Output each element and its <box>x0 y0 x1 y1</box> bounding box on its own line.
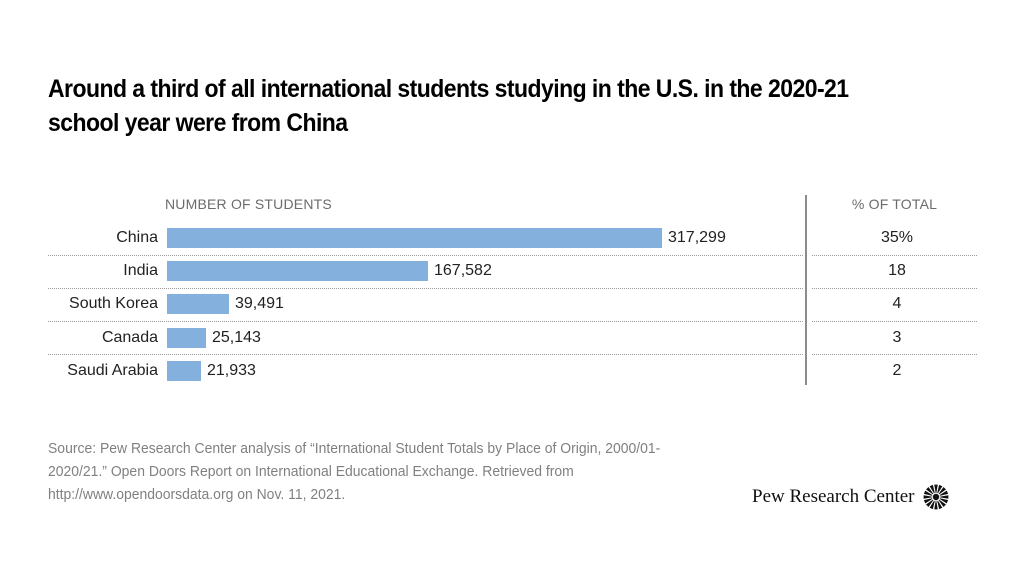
bar <box>167 294 229 315</box>
source-note: Source: Pew Research Center analysis of … <box>48 440 661 503</box>
bar <box>167 360 201 381</box>
row-label: Saudi Arabia <box>67 361 158 379</box>
bar-value-label: 317,299 <box>668 229 726 246</box>
bar-value-label: 167,582 <box>434 262 492 280</box>
bar <box>167 228 662 248</box>
chart-row: Saudi Arabia 21,933 2 <box>0 355 1024 388</box>
students-column-header: NUMBER OF STUDENTS <box>165 196 332 212</box>
row-separator <box>48 287 803 289</box>
chart-row: China 317,299 35% <box>0 222 1024 255</box>
pew-logo: Pew Research Center <box>752 484 949 510</box>
chart-row: India 167,582 18 <box>0 255 1024 288</box>
row-separator <box>812 354 977 356</box>
row-separator <box>812 254 977 256</box>
row-separator <box>48 254 803 256</box>
bar <box>167 327 206 348</box>
percent-value: 18 <box>888 262 906 280</box>
percent-value: 3 <box>892 328 902 346</box>
bar-value-label: 21,933 <box>207 361 256 379</box>
row-separator <box>48 354 803 356</box>
row-label: China <box>116 229 158 246</box>
row-separator <box>48 321 803 323</box>
percent-value: 4 <box>892 295 902 313</box>
row-label: South Korea <box>69 295 158 313</box>
chart-row: Canada 25,143 3 <box>0 322 1024 355</box>
row-separator <box>812 287 977 289</box>
percent-value: 35% <box>880 229 914 246</box>
chart-title: Around a third of all international stud… <box>48 75 849 137</box>
row-label: India <box>123 262 158 280</box>
percent-value: 2 <box>892 361 902 379</box>
chart-row: South Korea 39,491 4 <box>0 288 1024 321</box>
bar-value-label: 39,491 <box>235 295 284 313</box>
bar-value-label: 25,143 <box>212 328 261 346</box>
logo-text: Pew Research Center <box>752 486 915 507</box>
pew-starburst-icon <box>923 484 948 510</box>
bar <box>167 261 428 282</box>
percent-column-header: % OF TOTAL <box>851 196 938 212</box>
row-separator <box>812 321 977 323</box>
row-label: Canada <box>101 328 158 346</box>
column-divider <box>805 195 807 385</box>
